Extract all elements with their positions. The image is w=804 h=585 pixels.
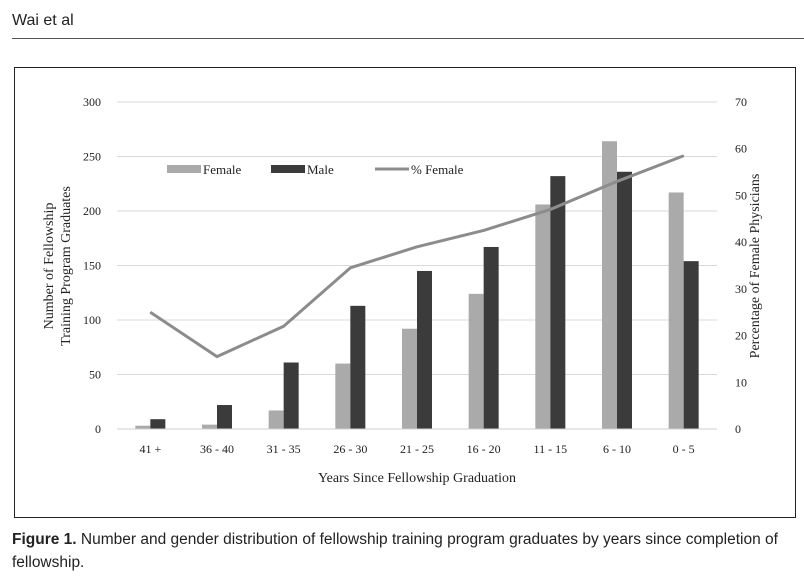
percent-line xyxy=(149,154,685,359)
y2-axis-title: Percentage of Female Physicians xyxy=(748,174,763,359)
legend-swatch xyxy=(271,165,305,173)
bar-female xyxy=(202,424,217,429)
figure-frame: 0 50 100 150 200 250 300 0 10 20 30 40 50 60 70 41 + 36 … xyxy=(14,67,796,518)
caption-label: Figure 1. xyxy=(12,531,77,548)
bar-female xyxy=(468,293,484,429)
y-tick-label: 50 xyxy=(89,368,101,382)
x-tick-label: 36 - 40 xyxy=(200,442,234,456)
y2-tick-label: 20 xyxy=(735,329,747,343)
line-point xyxy=(216,356,218,358)
y-tick-label: 150 xyxy=(83,259,101,273)
figure-caption: Figure 1. Number and gender distribution… xyxy=(12,528,792,574)
combo-chart: 0 50 100 150 200 250 300 0 10 20 30 40 50 60 70 41 + 36 … xyxy=(42,95,763,486)
bar-female xyxy=(402,328,417,429)
bar-male xyxy=(150,419,166,429)
line-point xyxy=(349,267,351,269)
legend-label: Male xyxy=(307,162,334,177)
bar-female xyxy=(335,363,351,429)
line-point xyxy=(616,180,618,182)
line-point xyxy=(683,155,685,157)
x-tick-label: 16 - 20 xyxy=(467,442,501,456)
x-tick-label: 11 - 15 xyxy=(534,442,568,456)
x-tick-label: 0 - 5 xyxy=(673,442,695,456)
y2-tick-label: 10 xyxy=(735,375,747,389)
x-tick-label: 26 - 30 xyxy=(333,442,367,456)
bar-male xyxy=(217,405,232,429)
y-tick-label: 0 xyxy=(95,422,101,436)
y-axis-title: Number of Fellowship Training Program Gra… xyxy=(42,186,74,346)
y2-tick-label: 50 xyxy=(735,188,747,202)
bar-male xyxy=(617,171,632,429)
bar-female xyxy=(535,204,551,429)
bar-male xyxy=(283,362,299,429)
bar-male xyxy=(683,261,699,429)
bar-male xyxy=(350,305,366,429)
y-tick-label: 250 xyxy=(83,150,101,164)
y-tick-label: 200 xyxy=(83,204,101,218)
bar-male xyxy=(417,270,432,429)
x-tick-label: 21 - 25 xyxy=(400,442,434,456)
axes: 0 50 100 150 200 250 300 0 10 20 30 40 50 60 70 41 + 36 … xyxy=(83,95,747,456)
y-axis-title-line: Training Program Graduates xyxy=(59,186,74,346)
y-axis-title-line: Number of Fellowship xyxy=(42,203,57,330)
legend-label: Female xyxy=(203,162,241,177)
bars xyxy=(135,141,699,429)
legend-label: % Female xyxy=(411,162,464,177)
bar-male xyxy=(483,246,499,429)
y-tick-label: 100 xyxy=(83,313,101,327)
bar-female xyxy=(602,141,617,429)
caption-text: Number and gender distribution of fellow… xyxy=(12,531,778,571)
legend-swatch xyxy=(167,165,201,173)
y2-tick-label: 60 xyxy=(735,142,747,156)
x-axis-title: Years Since Fellowship Graduation xyxy=(318,471,516,486)
y2-tick-label: 40 xyxy=(735,235,747,249)
y2-tick-label: 0 xyxy=(735,422,741,436)
x-tick-label: 41 + xyxy=(139,442,161,456)
line-point xyxy=(149,311,151,313)
bar-female xyxy=(268,410,284,429)
bar-female xyxy=(668,192,684,429)
y2-tick-label: 30 xyxy=(735,282,747,296)
axis-titles: Years Since Fellowship Graduation Number … xyxy=(42,174,763,486)
y-tick-label: 300 xyxy=(83,95,101,109)
line-point xyxy=(283,325,285,327)
header-rule xyxy=(12,38,804,39)
line-point xyxy=(549,208,551,210)
bar-female xyxy=(135,425,151,429)
line-point xyxy=(416,246,418,248)
bar-male xyxy=(550,176,566,429)
legend: Female Male % Female xyxy=(167,162,464,177)
x-tick-label: 6 - 10 xyxy=(603,442,631,456)
line-point xyxy=(483,229,485,231)
y2-tick-label: 70 xyxy=(735,95,747,109)
running-head: Wai et al xyxy=(12,12,74,29)
x-tick-label: 31 - 35 xyxy=(267,442,301,456)
